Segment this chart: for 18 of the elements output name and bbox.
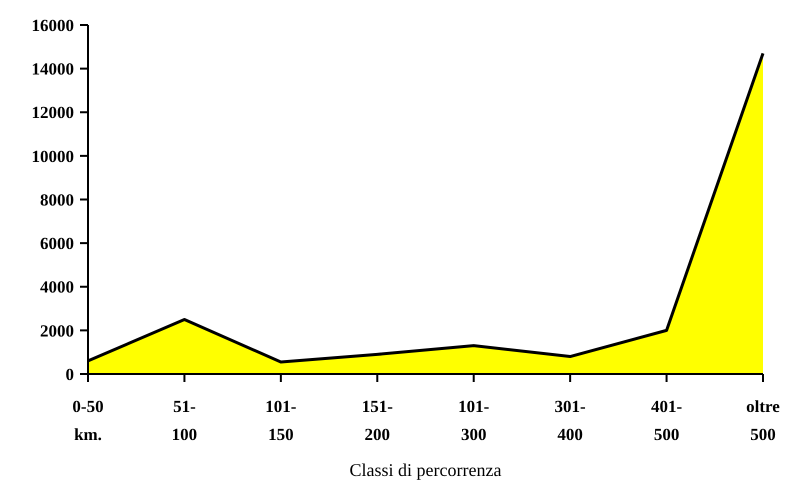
x-tick-label: 0-50 km. xyxy=(72,397,104,444)
y-tick-label: 16000 xyxy=(32,16,74,35)
x-tick-label: 101- 150 xyxy=(265,397,297,444)
x-tick-label: 151- 200 xyxy=(362,397,394,444)
y-tick-label: 2000 xyxy=(40,321,74,340)
y-tick-label: 10000 xyxy=(32,146,74,166)
x-axis-title: Classi di percorrenza xyxy=(350,460,502,480)
y-tick-label: 4000 xyxy=(40,278,74,297)
x-tick-label: 401- 500 xyxy=(650,397,682,444)
x-tick-label: 301- 400 xyxy=(554,397,586,444)
y-tick-label: 0 xyxy=(66,364,74,384)
y-tick-label: 6000 xyxy=(40,234,74,254)
x-tick-label: 101- 300 xyxy=(458,397,490,444)
x-tick-label: oltre 500 xyxy=(746,397,780,444)
y-tick-label: 12000 xyxy=(32,103,74,122)
y-tick-label: 8000 xyxy=(40,190,74,210)
x-tick-label: 51- 100 xyxy=(172,397,198,444)
y-tick-label: 14000 xyxy=(32,60,74,79)
